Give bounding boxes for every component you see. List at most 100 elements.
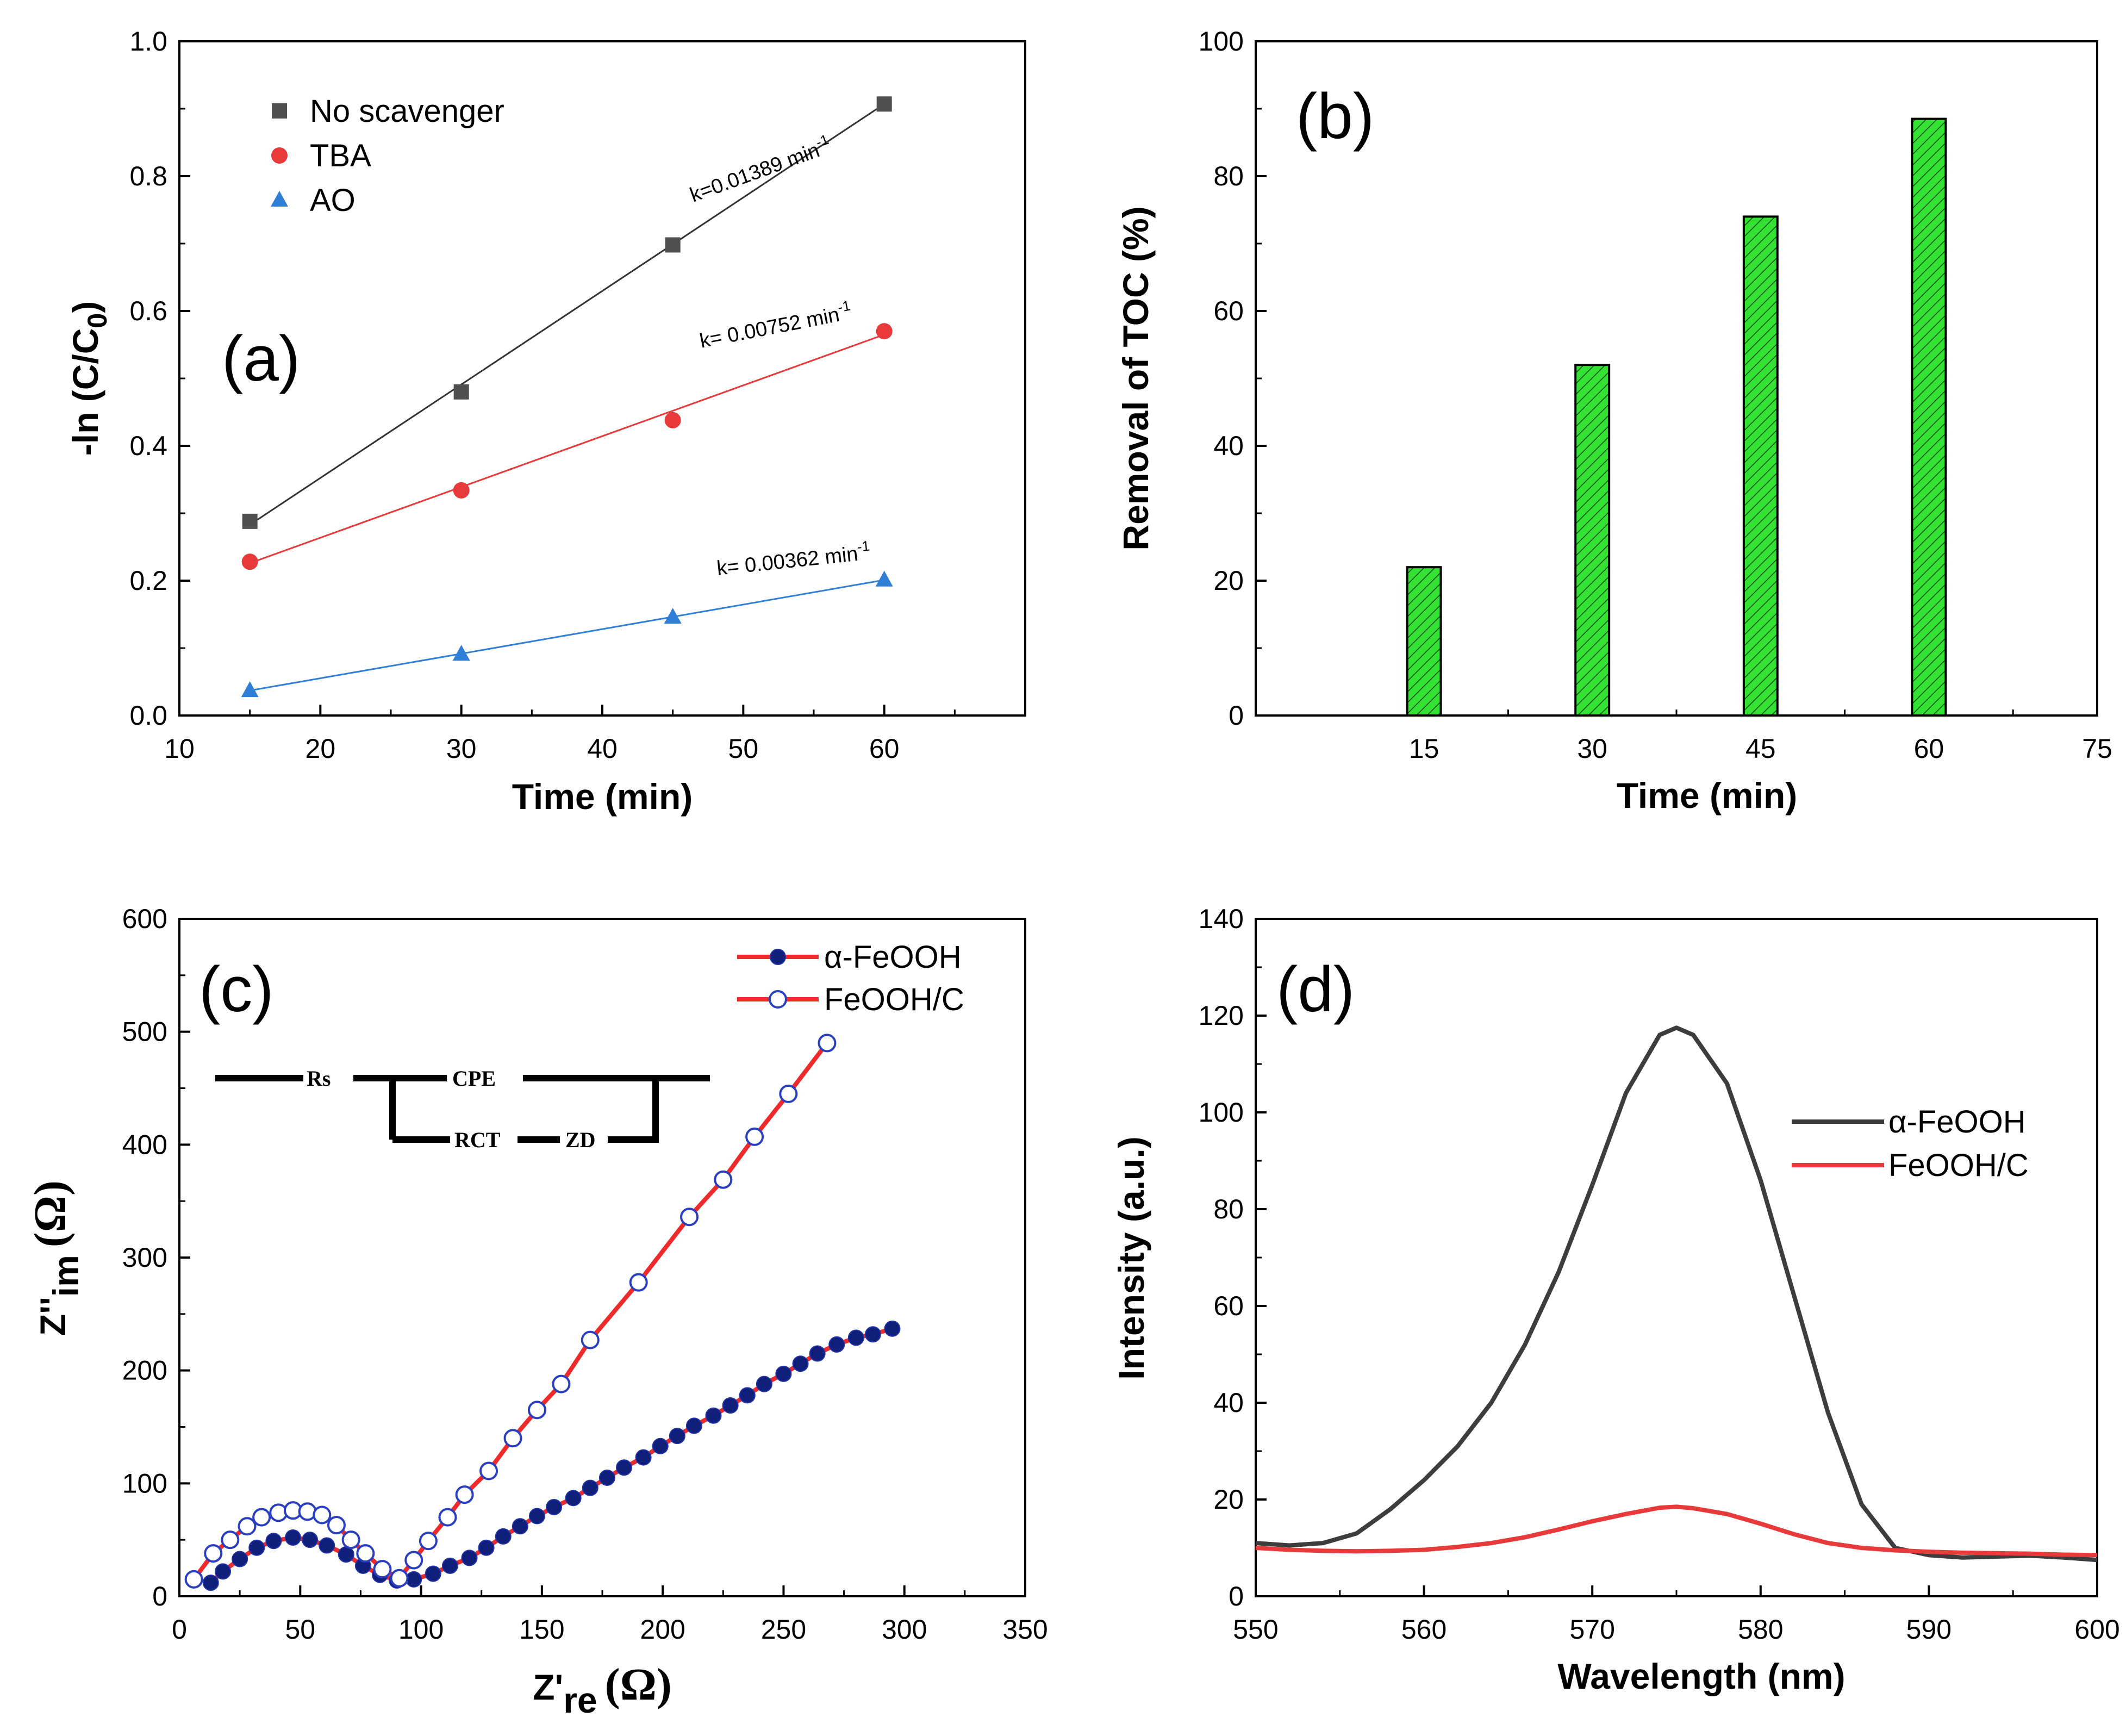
- x-tick-label: 0: [172, 1614, 187, 1645]
- data-point: [252, 1508, 271, 1527]
- data-point: [373, 1560, 392, 1579]
- data-point: [503, 1429, 522, 1448]
- panel-c-frame: [178, 918, 1026, 1597]
- x-tick-label: 100: [398, 1614, 444, 1645]
- data-point: [745, 1127, 764, 1146]
- data-point: [390, 1569, 409, 1588]
- data-point: [327, 1516, 346, 1535]
- x-tick-label: 200: [640, 1614, 685, 1645]
- data-point: [664, 607, 682, 624]
- legend-label: FeOOH/C: [1888, 1148, 2029, 1183]
- x-tick-label: 40: [587, 733, 618, 764]
- data-point: [248, 1539, 265, 1556]
- data-point: [828, 1336, 845, 1353]
- legend-marker: [271, 147, 288, 164]
- data-point: [202, 1575, 219, 1591]
- y-tick-label: 300: [122, 1242, 167, 1273]
- y-tick-label: 0.6: [129, 296, 167, 326]
- data-point: [546, 1498, 563, 1515]
- y-tick-label: 40: [1213, 431, 1244, 461]
- fit-line-2: [250, 579, 884, 692]
- x-tick-label: 20: [306, 733, 336, 764]
- y-tick-label: 40: [1213, 1387, 1244, 1418]
- y-tick-label: 140: [1199, 904, 1244, 934]
- data-point: [598, 1469, 615, 1486]
- x-tick-label: 60: [1914, 733, 1944, 764]
- toc-bar: [1574, 364, 1611, 717]
- spectrum-line-1: [1255, 1504, 2098, 1558]
- y-tick-label: 500: [122, 1017, 167, 1047]
- panel-b-xlabel: Time (min): [1617, 775, 1797, 816]
- panel-a-frame: [178, 40, 1026, 717]
- y-tick-label: 60: [1213, 296, 1244, 326]
- data-point: [739, 1387, 756, 1404]
- data-point: [215, 1563, 232, 1580]
- data-point: [528, 1508, 545, 1525]
- data-point: [616, 1459, 633, 1476]
- data-point: [512, 1518, 528, 1535]
- data-point: [665, 237, 681, 253]
- data-point: [779, 1084, 798, 1103]
- data-point: [875, 570, 893, 587]
- circuit-rs-label: Rs: [307, 1066, 331, 1091]
- x-tick-label: 300: [882, 1614, 927, 1645]
- panel-d-legend: α-FeOOH FeOOH/C: [1792, 1104, 2029, 1183]
- panel-d-ylabel: Intensity (a.u.): [1111, 1136, 1151, 1379]
- x-tick-label: 350: [1002, 1614, 1048, 1645]
- data-point: [582, 1479, 598, 1496]
- legend-label: No scavenger: [310, 94, 504, 129]
- spectrum-line-0: [1255, 1025, 2098, 1563]
- panel-a-legend: No scavenger TBA AO: [271, 94, 504, 218]
- toc-bar: [1911, 117, 1947, 717]
- x-tick-label: 75: [2082, 733, 2112, 764]
- y-tick-label: 100: [122, 1468, 167, 1498]
- x-tick-label: 30: [446, 733, 477, 764]
- rate-constant-sup: -1: [856, 538, 870, 555]
- y-tick-label: 0: [1229, 700, 1244, 731]
- panel-d-frame: [1255, 918, 2098, 1597]
- x-tick-label: 15: [1409, 733, 1439, 764]
- panel-c-legend: α-FeOOH FeOOH/C: [737, 939, 964, 1017]
- data-point: [495, 1528, 512, 1545]
- panel-a-label: (a): [222, 323, 300, 395]
- y-tick-label: 80: [1213, 161, 1244, 191]
- equivalent-circuit-diagram: Rs CPE RCT ZD: [215, 1066, 710, 1152]
- data-point: [635, 1449, 652, 1466]
- data-point: [478, 1539, 495, 1556]
- y-tick-label: 100: [1199, 1097, 1244, 1128]
- panel-c-chart: 0 50 100 150 200 250 300 350 0 100 200 300 400 500 600…: [25, 904, 1048, 1720]
- data-point: [341, 1530, 360, 1550]
- y-tick-label: 1.0: [129, 26, 167, 57]
- data-point: [527, 1401, 546, 1420]
- data-point: [847, 1329, 864, 1346]
- data-point: [792, 1355, 809, 1372]
- x-tick-label: 50: [285, 1614, 315, 1645]
- data-point: [714, 1170, 733, 1189]
- data-point: [756, 1376, 772, 1392]
- panel-d-xlabel: Wavelength (nm): [1557, 1656, 1845, 1696]
- data-point: [438, 1508, 457, 1527]
- y-tick-label: 60: [1213, 1291, 1244, 1321]
- data-point: [876, 323, 893, 340]
- data-point: [552, 1374, 571, 1393]
- y-tick-label: 600: [122, 904, 167, 934]
- data-point: [452, 645, 470, 661]
- x-tick-label: 570: [1569, 1614, 1614, 1645]
- panel-c-label: (c): [199, 954, 274, 1025]
- data-point: [425, 1565, 441, 1582]
- x-tick-label: 45: [1745, 733, 1776, 764]
- data-point: [232, 1551, 248, 1567]
- panel-c-ylabel: Z''im(Ω): [25, 1180, 86, 1336]
- y-tick-label: 80: [1213, 1194, 1244, 1224]
- y-tick-label: 120: [1199, 1000, 1244, 1031]
- y-tick-label: 20: [1213, 1484, 1244, 1515]
- data-point: [265, 1533, 282, 1550]
- y-tick-label: 0.4: [129, 431, 167, 461]
- panel-d-label: (d): [1276, 954, 1355, 1025]
- data-point: [406, 1571, 422, 1588]
- panel-c-xlabel: Z're (Ω): [533, 1659, 672, 1720]
- x-tick-label: 580: [1738, 1614, 1783, 1645]
- data-point: [338, 1546, 354, 1563]
- data-point: [241, 553, 258, 570]
